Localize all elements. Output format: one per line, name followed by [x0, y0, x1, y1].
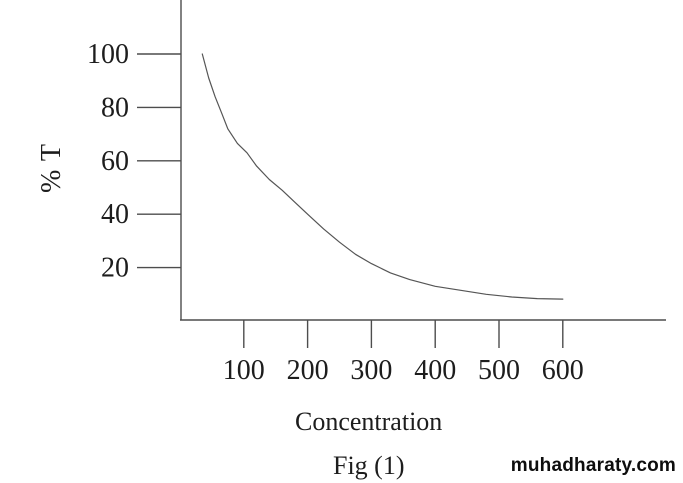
y-tick-label: 100 [87, 39, 129, 70]
x-axis-label: Concentration [295, 407, 443, 436]
y-tick-label: 60 [101, 146, 129, 177]
figure-caption: Fig (1) [333, 451, 405, 480]
y-tick-label: 40 [101, 199, 129, 230]
transmittance-curve [201, 53, 564, 300]
x-tick-label: 200 [287, 355, 329, 386]
x-tick-label: 400 [414, 355, 456, 386]
y-axis-label: % T [36, 143, 67, 193]
x-tick-label: 500 [478, 355, 520, 386]
x-tick-label: 600 [542, 355, 584, 386]
y-tick-label: 20 [101, 253, 129, 284]
x-tick-label: 300 [350, 355, 392, 386]
y-tick-label: 80 [101, 92, 129, 123]
watermark-text: muhadharaty.com [510, 455, 676, 476]
x-tick-label: 100 [223, 355, 265, 386]
